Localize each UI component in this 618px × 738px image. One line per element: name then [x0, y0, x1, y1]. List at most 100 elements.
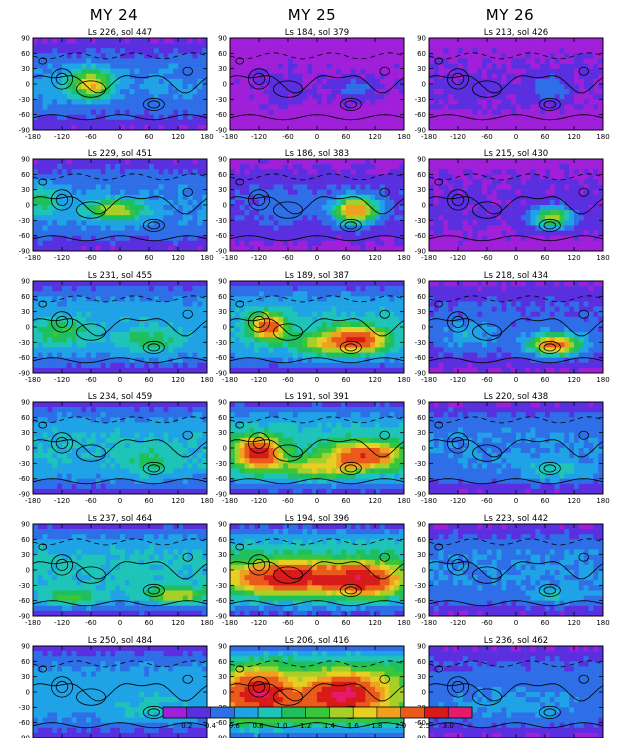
heatmap-cell	[57, 189, 63, 196]
heatmap-cell	[105, 43, 111, 49]
heatmap-cell	[254, 179, 260, 185]
heatmap-cell	[105, 291, 111, 297]
dichotomy-contour	[229, 196, 405, 215]
heatmap-cell	[399, 225, 405, 231]
heatmap-cell	[86, 38, 92, 44]
x-tick-label: -120	[450, 133, 466, 141]
heatmap-cell	[234, 43, 240, 49]
heatmap-cell	[76, 199, 82, 206]
heatmap-cell	[105, 316, 111, 323]
heatmap-cell	[297, 169, 303, 175]
heatmap-cell	[42, 245, 48, 252]
heatmap-cell	[105, 169, 111, 175]
heatmap-cell	[545, 189, 551, 196]
heatmap-cell	[115, 357, 121, 364]
heatmap-cell	[317, 286, 323, 292]
heatmap-cell	[438, 159, 444, 165]
heatmap-cell	[71, 124, 77, 131]
heatmap-cell	[462, 225, 468, 231]
heatmap-cell	[549, 235, 555, 242]
heatmap-cell	[312, 235, 318, 242]
heatmap-cell	[66, 38, 72, 44]
heatmap-cell	[268, 189, 274, 196]
heatmap-cell	[545, 159, 551, 165]
heatmap-cell	[321, 205, 327, 211]
heatmap-cell	[134, 94, 140, 100]
heatmap-cell	[297, 68, 303, 75]
heatmap-cell	[365, 104, 371, 110]
heatmap-cell	[317, 164, 323, 170]
heatmap-cell	[273, 194, 279, 201]
heatmap-cell	[42, 104, 48, 110]
heatmap-cell	[182, 240, 188, 247]
heatmap-cell	[433, 174, 439, 180]
heatmap-cell	[144, 357, 150, 364]
heatmap-cell	[115, 205, 121, 211]
x-tick-label: 180	[596, 133, 609, 141]
heatmap-cell	[120, 337, 126, 343]
y-tick-label: -90	[216, 248, 227, 256]
heatmap-cell	[95, 73, 101, 80]
heatmap-cell	[540, 245, 546, 252]
heatmap-cell	[110, 316, 116, 323]
heatmap-cell	[559, 230, 565, 236]
heatmap-cell	[593, 114, 599, 121]
heatmap-cell	[187, 114, 193, 121]
heatmap-cell	[173, 99, 179, 105]
heatmap-cell	[564, 99, 570, 105]
heatmap-cell	[394, 94, 400, 100]
heatmap-cell	[110, 73, 116, 80]
heatmap-cell	[124, 48, 130, 54]
heatmap-cell	[477, 230, 483, 236]
heatmap-cell	[384, 159, 390, 165]
heatmap-cell	[297, 99, 303, 105]
heatmap-cell	[173, 109, 179, 115]
heatmap-cell	[535, 43, 541, 49]
heatmap-cell	[33, 311, 39, 318]
heatmap-cell	[501, 124, 507, 131]
heatmap-cell	[516, 169, 522, 175]
heatmap-cell	[182, 291, 188, 297]
contour-ellipse	[472, 80, 502, 98]
heatmap-cell	[569, 199, 575, 206]
heatmap-cell	[496, 48, 502, 54]
heatmap-cell	[317, 58, 323, 64]
heatmap-cell	[360, 124, 366, 131]
heatmap-cell	[341, 220, 347, 226]
heatmap-cell	[86, 109, 92, 115]
heatmap-cell	[168, 352, 174, 358]
heatmap-cell	[81, 94, 87, 100]
heatmap-cell	[57, 48, 63, 54]
heatmap-cell	[182, 225, 188, 231]
heatmap-cell	[312, 89, 318, 95]
heatmap-cell	[453, 104, 459, 110]
heatmap-cell	[139, 38, 145, 44]
heatmap-cell	[273, 43, 279, 49]
heatmap-cell	[254, 281, 260, 287]
heatmap-cell	[598, 205, 604, 211]
heatmap-cell	[110, 94, 116, 100]
heatmap-cell	[71, 215, 77, 221]
heatmap-cell	[129, 114, 135, 121]
heatmap-cell	[472, 215, 478, 221]
heatmap-cell	[491, 184, 497, 190]
heatmap-cell	[331, 104, 337, 110]
heatmap-cell	[187, 38, 193, 44]
heatmap-cell	[458, 48, 464, 54]
heatmap-cell	[429, 58, 435, 64]
heatmap-cell	[57, 301, 63, 307]
heatmap-cell	[110, 169, 116, 175]
heatmap-cell	[355, 179, 361, 185]
heatmap-cell	[564, 169, 570, 175]
heatmap-cell	[42, 199, 48, 206]
heatmap-cell	[307, 63, 313, 69]
heatmap-cell	[467, 58, 473, 64]
heatmap-cell	[182, 179, 188, 185]
heatmap-cell	[283, 179, 289, 185]
heatmap-cell	[168, 159, 174, 165]
heatmap-cell	[57, 230, 63, 236]
heatmap-cell	[438, 240, 444, 247]
heatmap-cell	[346, 281, 352, 287]
heatmap-cell	[317, 169, 323, 175]
heatmap-cell	[331, 119, 337, 126]
